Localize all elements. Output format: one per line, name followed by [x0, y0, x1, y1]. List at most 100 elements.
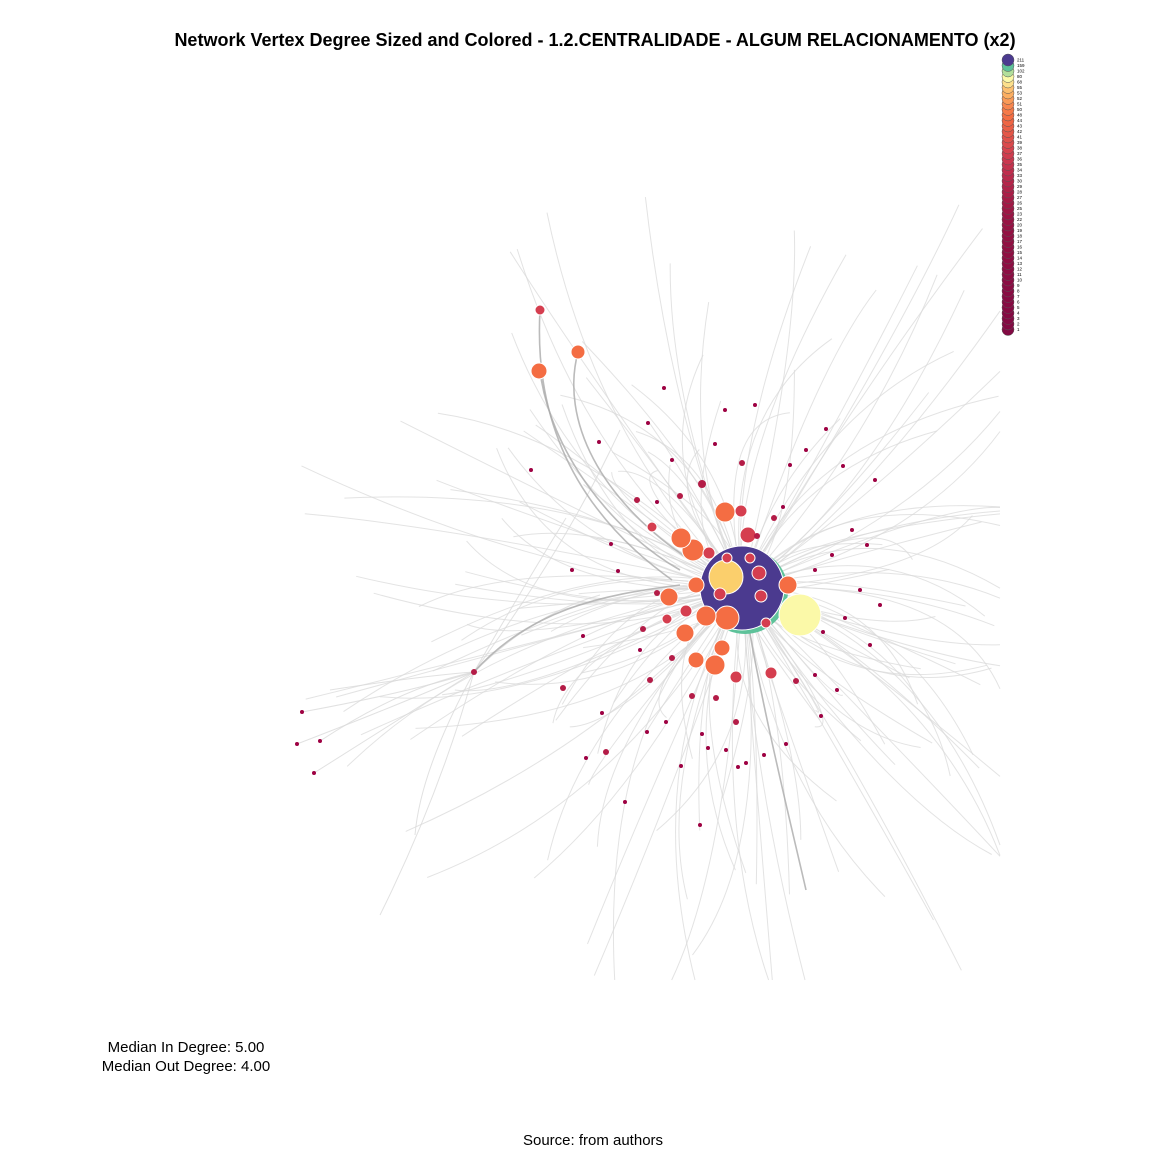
node — [865, 543, 869, 547]
node — [687, 576, 705, 594]
legend-label: 211 — [1017, 58, 1025, 63]
node — [734, 504, 748, 518]
legend-label: 30 — [1017, 179, 1023, 184]
network-edge — [587, 587, 743, 945]
network-edge — [741, 230, 796, 589]
legend-label: 159 — [1017, 63, 1025, 68]
node — [679, 604, 693, 618]
legend-label: 9 — [1017, 283, 1020, 288]
legend-label: 55 — [1017, 85, 1023, 90]
node — [638, 648, 642, 652]
node — [784, 742, 788, 746]
network-edge — [511, 332, 743, 589]
legend-label: 36 — [1017, 157, 1023, 162]
node — [646, 421, 650, 425]
legend-label: 7 — [1017, 294, 1020, 299]
median-out-degree: Median Out Degree: 4.00 — [101, 1058, 271, 1075]
network-edge — [692, 587, 752, 956]
node — [868, 643, 872, 647]
node — [824, 427, 828, 431]
chart-title: Network Vertex Degree Sized and Colored … — [174, 30, 1016, 50]
node — [736, 765, 740, 769]
source-caption: Source: from authors — [522, 1132, 664, 1149]
node — [733, 719, 739, 725]
legend-label: 44 — [1017, 118, 1023, 123]
network-edge — [644, 197, 743, 589]
legend-label: 13 — [1017, 261, 1023, 266]
legend-label: 51 — [1017, 102, 1023, 107]
legend-label: 16 — [1017, 245, 1023, 250]
node — [804, 448, 808, 452]
node — [597, 440, 601, 444]
network-edge — [304, 513, 743, 589]
network-edge — [741, 587, 806, 981]
network-edge — [509, 251, 743, 589]
node — [813, 568, 817, 572]
legend-label: 39 — [1017, 140, 1023, 145]
legend-label: 41 — [1017, 135, 1023, 140]
node — [739, 460, 745, 466]
node — [713, 639, 731, 657]
network-edge — [473, 517, 567, 673]
network-edge — [678, 587, 743, 900]
legend-label: 43 — [1017, 124, 1023, 129]
legend-label: 8 — [1017, 289, 1020, 294]
node — [843, 616, 847, 620]
node — [529, 468, 533, 472]
node-high-degree — [778, 593, 822, 637]
node — [670, 527, 692, 549]
network-edge — [741, 587, 962, 971]
node — [878, 603, 882, 607]
node — [661, 613, 673, 625]
legend-label: 4 — [1017, 311, 1020, 316]
node — [584, 756, 588, 760]
node — [670, 458, 674, 462]
network-edge — [741, 587, 992, 855]
legend-label: 102 — [1017, 69, 1025, 74]
node — [695, 605, 717, 627]
network-edge — [329, 671, 475, 691]
node — [841, 464, 845, 468]
node — [679, 764, 683, 768]
network-edge — [738, 338, 833, 589]
legend-label: 19 — [1017, 228, 1023, 233]
node — [778, 575, 798, 595]
degree-stats: Median In Degree: 5.00 Median Out Degree… — [86, 1038, 286, 1076]
node — [600, 711, 604, 715]
node — [300, 710, 304, 714]
network-edge — [427, 587, 743, 878]
node — [754, 589, 768, 603]
legend-label: 15 — [1017, 250, 1023, 255]
node — [623, 800, 627, 804]
network-edge — [414, 671, 475, 836]
legend-label: 50 — [1017, 107, 1023, 112]
network-edge — [379, 587, 743, 699]
network-edge — [405, 587, 743, 832]
network-edge — [741, 274, 938, 589]
node — [813, 673, 817, 677]
node — [570, 568, 574, 572]
network-edge — [741, 228, 983, 589]
legend-label: 3 — [1017, 316, 1020, 321]
legend-label: 14 — [1017, 256, 1023, 261]
node — [753, 403, 757, 407]
node — [754, 533, 760, 539]
node — [530, 362, 548, 380]
legend-label: 33 — [1017, 173, 1023, 178]
node — [603, 749, 609, 755]
legend-label: 28 — [1017, 190, 1023, 195]
node — [581, 634, 585, 638]
legend-label: 1 — [1017, 327, 1020, 332]
node — [312, 771, 316, 775]
node — [655, 500, 659, 504]
network-edge — [593, 587, 743, 976]
legend-label: 37 — [1017, 151, 1023, 156]
network-edge — [313, 671, 475, 774]
legend-swatch — [1001, 53, 1015, 67]
node — [560, 685, 566, 691]
node — [858, 588, 862, 592]
legend-label: 6 — [1017, 300, 1020, 305]
network-edge — [319, 671, 475, 742]
